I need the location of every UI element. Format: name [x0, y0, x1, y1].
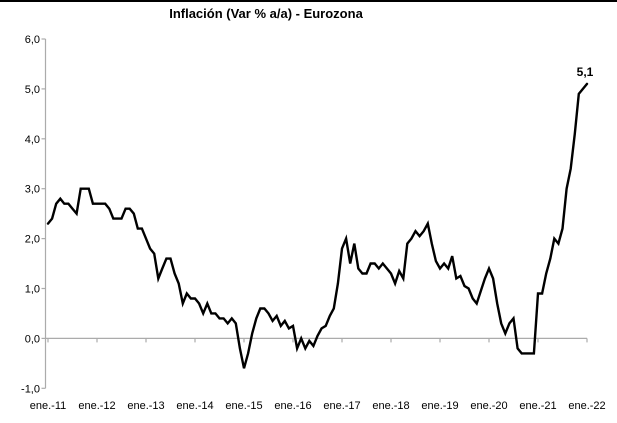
inflation-series-line [46, 82, 589, 369]
y-tick-label: -1,0 [21, 383, 40, 395]
x-tick-label: ene.-14 [176, 400, 213, 412]
y-tick-label: 6,0 [25, 34, 40, 46]
x-tick-label: ene.-22 [568, 400, 605, 412]
chart-title: Inflación (Var % a/a) - Eurozona [169, 6, 363, 21]
y-tick-label: 3,0 [25, 184, 40, 196]
x-tick-label: ene.-20 [470, 400, 507, 412]
y-tick-label: 1,0 [25, 284, 40, 296]
x-tick-label: ene.-17 [323, 400, 360, 412]
y-tick-label: 4,0 [25, 134, 40, 146]
last-value-label: 5,1 [577, 65, 594, 79]
x-tick-label: ene.-13 [127, 400, 164, 412]
x-tick-label: ene.-16 [274, 400, 311, 412]
x-tick-label: ene.-21 [519, 400, 556, 412]
x-tick-label: ene.-12 [78, 400, 115, 412]
y-tick-label: 2,0 [25, 234, 40, 246]
top-border-line [0, 0, 617, 2]
y-tick-label: 0,0 [25, 333, 40, 345]
x-tick-label: ene.-19 [421, 400, 458, 412]
y-tick-label: 5,0 [25, 84, 40, 96]
x-tick-label: ene.-15 [225, 400, 262, 412]
x-tick-label: ene.-18 [372, 400, 409, 412]
x-tick-label: ene.-11 [30, 400, 67, 412]
